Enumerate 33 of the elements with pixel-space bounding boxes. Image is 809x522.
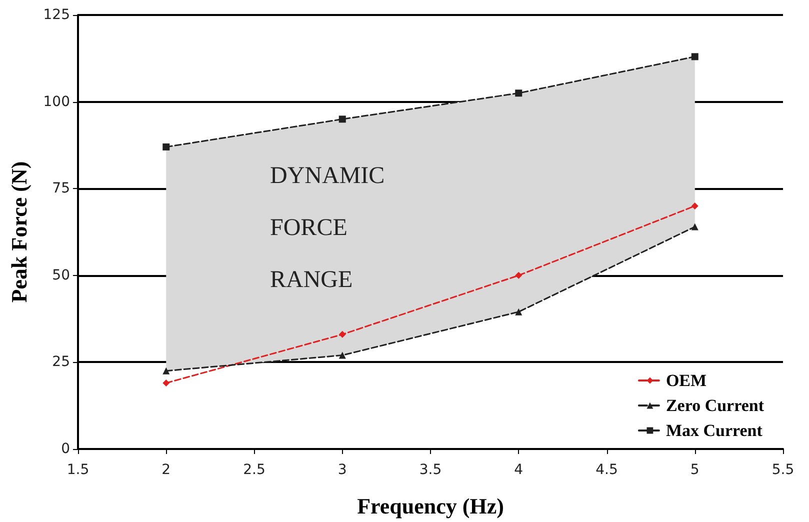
x-tick-label: 2.5 [243,462,266,478]
legend-label: OEM [666,371,707,390]
y-tick-label: 75 [52,180,70,197]
y-axis-title: Peak Force (N) [6,161,32,303]
y-tick-label: 0 [61,441,70,457]
y-tick-label: 125 [43,7,70,23]
point [162,143,170,150]
point [338,330,346,338]
x-tick-label: 4 [514,462,524,478]
y-tick-label: 25 [52,354,70,370]
x-tick-label: 3.5 [419,462,442,478]
y-tick-label: 100 [43,94,70,110]
point [691,223,698,230]
x-tick-label: 1.5 [66,462,90,478]
point [515,272,522,279]
x-tick-label: 2 [162,462,171,478]
annotation: DYNAMIC FORCE RANGE [270,163,385,293]
point [691,202,698,210]
legend-label: Max Current [666,421,763,440]
point [691,53,698,60]
point [515,308,522,316]
x-tick-label: 3 [338,462,347,478]
point [515,90,522,97]
x-axis-title: Frequency (Hz) [357,494,504,518]
x-tick-label: 4.5 [596,462,618,478]
point [162,380,170,387]
legend-label: Zero Current [666,396,764,415]
x-tick-label: 5 [690,462,700,478]
x-tick-label: 5.5 [772,462,794,478]
point [162,367,170,374]
y-tick-label: 50 [52,267,70,284]
point [338,116,346,123]
point [338,352,346,359]
